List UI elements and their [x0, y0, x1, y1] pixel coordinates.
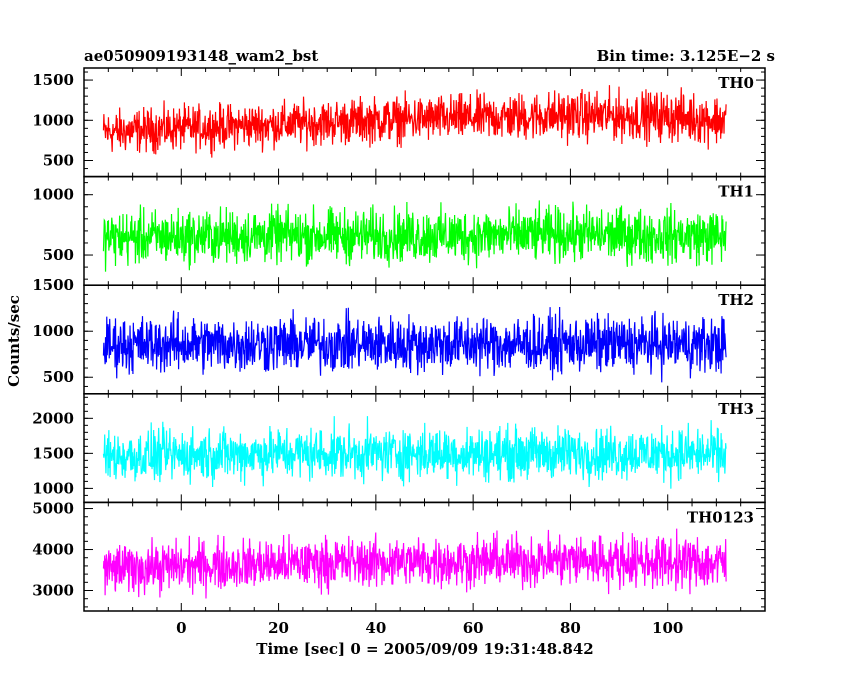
- y-tick-label: 1500: [32, 276, 74, 294]
- y-tick-label: 1000: [32, 111, 74, 129]
- y-tick-label: 5000: [32, 500, 74, 518]
- y-tick-label: 500: [43, 368, 74, 386]
- panel-th0123: 3000 4000 5000 TH0123: [32, 500, 766, 612]
- x-tick-label: 80: [560, 619, 581, 637]
- y-tick-label: 3000: [32, 582, 74, 600]
- chart-title: ae050909193148_wam2_bst: [84, 47, 318, 65]
- series-trace-th3: [102, 416, 727, 489]
- bin-time-label: Bin time: 3.125E−2 s: [597, 47, 775, 65]
- panel-th3: 1000 1500 2000 TH3: [32, 393, 766, 504]
- panel-label-th0123: TH0123: [687, 508, 754, 526]
- panel-label-th0: TH0: [718, 74, 754, 92]
- y-tick-label: 1000: [32, 322, 74, 340]
- x-tick-label: 40: [365, 619, 386, 637]
- panel-label-th2: TH2: [718, 291, 754, 309]
- panel-label-th3: TH3: [718, 400, 754, 418]
- x-tick-label: 60: [463, 619, 484, 637]
- y-tick-label: 500: [43, 152, 74, 170]
- series-trace-th2: [102, 306, 727, 383]
- y-tick-label: 2000: [32, 409, 74, 427]
- panel-th0: 500 1000 1500 TH0: [32, 67, 766, 178]
- y-tick-label: 4000: [32, 541, 74, 559]
- panel-label-th1: TH1: [718, 183, 754, 201]
- x-tick-label: 0: [176, 619, 186, 637]
- x-tick-label: 20: [268, 619, 289, 637]
- y-tick-label: 1500: [32, 444, 74, 462]
- x-tick-label: 100: [652, 619, 683, 637]
- y-tick-label: 500: [43, 246, 74, 264]
- series-trace-th1: [102, 200, 727, 272]
- x-axis-tick-labels: 0 20 40 60 80 100: [176, 619, 683, 637]
- y-tick-label: 1000: [32, 186, 74, 204]
- x-axis-title: Time [sec] 0 = 2005/09/09 19:31:48.842: [256, 640, 593, 658]
- y-tick-label: 1500: [32, 71, 74, 89]
- panels: 500 1000 1500 TH0 500 1000 TH1 500 1000 1500 TH2 10…: [32, 67, 766, 612]
- series-trace-th0: [102, 85, 727, 158]
- panel-th1: 500 1000 TH1: [32, 175, 766, 286]
- y-tick-label: 1000: [32, 479, 74, 497]
- series-trace-th0123: [102, 528, 727, 599]
- y-axis-title: Counts/sec: [5, 295, 23, 387]
- panel-th2: 500 1000 1500 TH2: [32, 276, 766, 395]
